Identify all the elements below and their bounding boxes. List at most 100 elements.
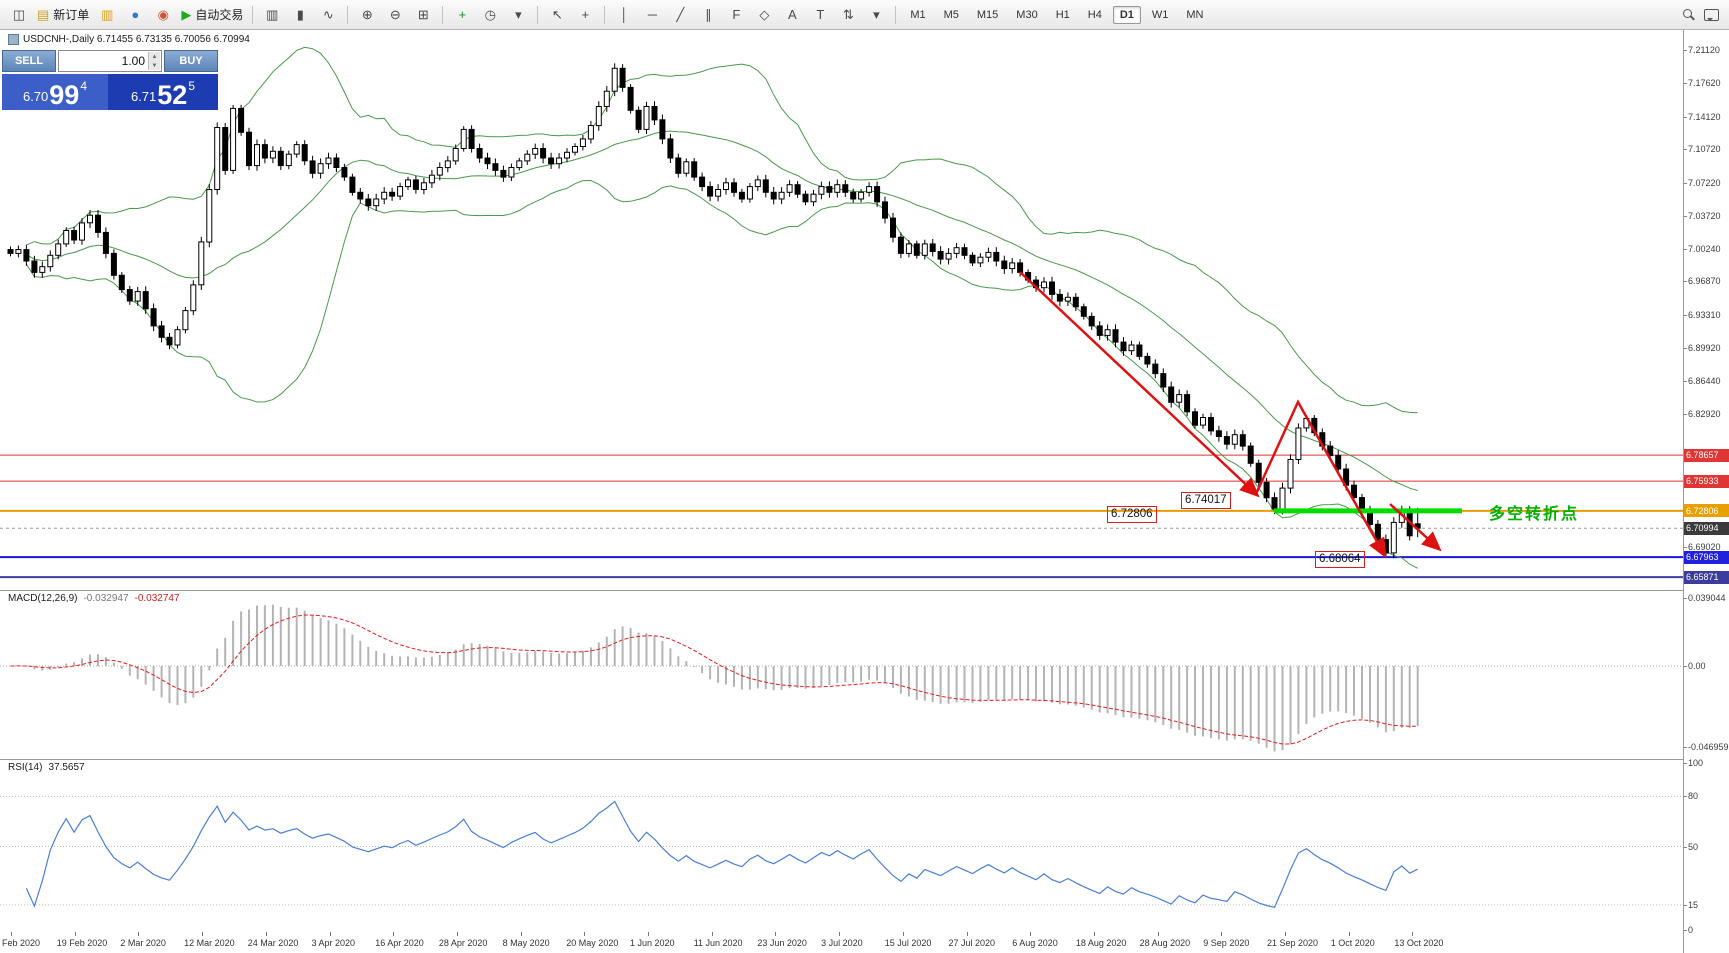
zoom-in-icon[interactable]: ⊕ (361, 6, 373, 22)
periods-icon[interactable]: ◷ (484, 6, 496, 22)
macd-label: MACD(12,26,9) -0.032947 -0.032747 (8, 593, 180, 604)
search-icon[interactable] (1682, 8, 1696, 22)
date-tick-label: 11 Jun 2020 (693, 938, 743, 948)
sell-price-button[interactable]: 6.70 99 4 (2, 74, 108, 110)
price-level-badge: 6.70994 (1684, 521, 1729, 535)
price-level-badge: 6.78657 (1684, 448, 1729, 462)
date-tick (1221, 932, 1223, 936)
timeframe-m1[interactable]: M1 (910, 8, 926, 21)
rsi-pane[interactable] (0, 759, 1683, 932)
toolbar-separator (895, 5, 897, 24)
price-annotation[interactable]: 6.74017 (1181, 492, 1231, 509)
timeframe-w1[interactable]: W1 (1151, 8, 1169, 21)
price-annotation[interactable]: 6.72806 (1107, 506, 1157, 523)
zoom-out-icon[interactable]: ⊖ (389, 6, 401, 22)
crosshair-icon[interactable]: + (581, 7, 590, 22)
chat-icon[interactable] (1704, 8, 1719, 21)
turning-point-text[interactable]: 多空转折点 (1489, 506, 1580, 523)
bar-chart-icon[interactable]: ▥ (266, 6, 279, 22)
trend-arrows[interactable] (1019, 271, 1442, 559)
buy-price-pips: 52 (157, 79, 188, 110)
pane-separator[interactable] (0, 590, 1729, 591)
market-watch-icon[interactable]: ▥ (101, 6, 114, 22)
mql5-icon[interactable]: ◉ (157, 6, 169, 22)
date-tick-label: 27 Jul 2020 (948, 938, 996, 948)
periods-dropdown-icon[interactable]: ▾ (515, 6, 522, 22)
autotrading-button[interactable]: ▶ 自动交易 (181, 6, 244, 23)
date-tick-label: 13 Oct 2020 (1394, 938, 1444, 948)
charts-window-icon[interactable]: ◫ (12, 6, 26, 22)
fibonacci-icon[interactable]: F (732, 7, 741, 22)
date-tick-label: 19 Feb 2020 (56, 938, 108, 948)
price-annotation[interactable]: 6.68064 (1315, 551, 1365, 568)
date-tick (1093, 932, 1095, 936)
timeframe-m30[interactable]: M30 (1016, 8, 1038, 21)
volume-down-button[interactable]: ▼ (148, 61, 160, 70)
macd-signal-value: -0.032747 (134, 593, 180, 604)
buy-price-button[interactable]: 6.71 52 5 (108, 74, 218, 110)
arrows-icon[interactable]: ⇅ (842, 6, 854, 22)
sell-price-big: 6.70 (22, 89, 49, 104)
date-tick (265, 932, 267, 936)
timeframe-mn[interactable]: MN (1186, 8, 1204, 21)
pane-separator[interactable] (0, 759, 1729, 760)
buy-button[interactable]: BUY (164, 50, 218, 72)
macd-name: MACD(12,26,9) (8, 593, 78, 604)
rsi-axis-label: 50 (1688, 841, 1699, 852)
axis-tick (1683, 598, 1687, 600)
timeframe-m15[interactable]: M15 (976, 8, 999, 21)
date-tick-label: 28 Apr 2020 (438, 938, 488, 948)
main-chart[interactable] (0, 30, 1683, 590)
date-tick (520, 932, 522, 936)
sell-button[interactable]: SELL (2, 50, 56, 72)
axis-tick (1683, 215, 1687, 217)
price-axis-label: 7.17620 (1688, 78, 1721, 89)
date-tick (11, 932, 12, 936)
date-tick (648, 932, 649, 936)
sell-price-sup: 4 (80, 79, 88, 93)
date-tick (138, 932, 140, 936)
main-toolbar: ◫ ▤ 新订单 ▥ ● ◉ ▶ 自动交易 ▥ ▮ ∿ ⊕ ⊖ ⊞ + ◷ ▾ ↖ + │ ─ ╱ ∥ F ◇ A T ⇅ ▾ M1 M5 M1… (0, 0, 1729, 30)
timeframe-h4[interactable]: H4 (1087, 8, 1102, 21)
new-order-button[interactable]: ▤ 新订单 (37, 6, 90, 23)
timeframe-d1[interactable]: D1 (1112, 5, 1141, 24)
date-tick-label: 6 Aug 2020 (1012, 938, 1058, 948)
price-axis-label: 7.00240 (1688, 244, 1721, 255)
volume-up-button[interactable]: ▲ (148, 52, 160, 61)
vertical-line-icon[interactable]: │ (620, 7, 629, 22)
date-tick-label: 3 Jul 2020 (821, 938, 863, 948)
rsi-value: 37.5657 (48, 762, 85, 773)
chart-ohlc-text: USDCNH-,Daily 6.71455 6.73135 6.70056 6.… (23, 34, 250, 45)
price-level-badge: 6.67963 (1684, 550, 1729, 564)
axis-tick (1683, 414, 1687, 416)
candles-layer (7, 63, 1421, 559)
date-tick-label: 18 Aug 2020 (1075, 938, 1127, 948)
macd-pane[interactable] (0, 590, 1683, 759)
horizontal-line-icon[interactable]: ─ (647, 7, 657, 22)
label-icon[interactable]: T (816, 7, 825, 22)
indicators-icon[interactable]: + (458, 7, 467, 22)
rsi-axis-label: 0 (1688, 925, 1694, 935)
rsi-axis-label: 100 (1688, 758, 1704, 768)
axis-tick (1683, 666, 1687, 667)
tile-windows-icon[interactable]: ⊞ (417, 6, 429, 22)
volume-field: ▲ ▼ (58, 50, 162, 72)
toolbar-separator (537, 5, 539, 24)
channel-icon[interactable]: ∥ (705, 6, 712, 22)
cursor-icon[interactable]: ↖ (551, 6, 563, 22)
candlestick-chart-icon[interactable]: ▮ (296, 6, 304, 22)
timeframe-h1[interactable]: H1 (1055, 8, 1070, 21)
volume-input[interactable] (59, 53, 161, 69)
community-icon[interactable]: ● (131, 7, 140, 22)
date-tick (966, 932, 968, 936)
objects-dropdown-icon[interactable]: ▾ (873, 6, 880, 22)
macd-histogram (17, 604, 1419, 752)
timeframe-m5[interactable]: M5 (943, 8, 959, 21)
price-axis-label: 6.69020 (1688, 542, 1721, 553)
axis-tick (1683, 249, 1687, 251)
line-chart-icon[interactable]: ∿ (322, 6, 334, 22)
text-icon[interactable]: A (787, 7, 797, 22)
trendline-icon[interactable]: ╱ (676, 6, 685, 22)
shapes-icon[interactable]: ◇ (759, 6, 770, 22)
